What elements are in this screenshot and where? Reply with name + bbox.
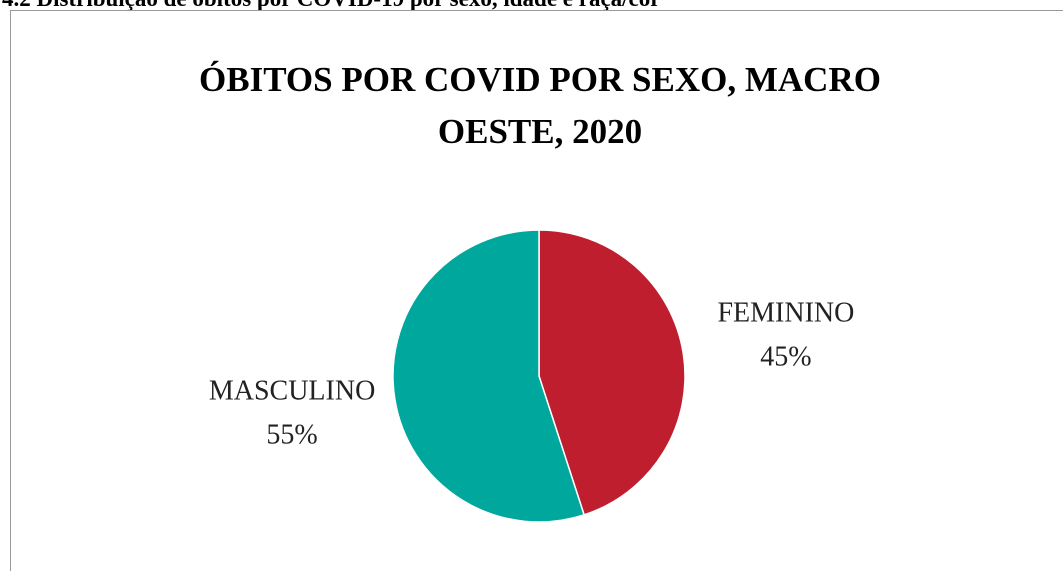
slice-label: MASCULINO <box>209 376 375 407</box>
section-heading: 4.2 Distribuição de óbitos por COVID-19 … <box>2 0 660 12</box>
pie-slice <box>538 229 686 516</box>
slice-value-label: 45% <box>760 341 811 372</box>
slice-label: FEMININO <box>717 297 854 328</box>
slice-value-label: 55% <box>266 420 317 451</box>
pie-slice <box>392 229 586 523</box>
chart-frame <box>10 10 1063 571</box>
chart-title: ÓBITOS POR COVID POR SEXO, MACRO OESTE, … <box>199 60 881 151</box>
